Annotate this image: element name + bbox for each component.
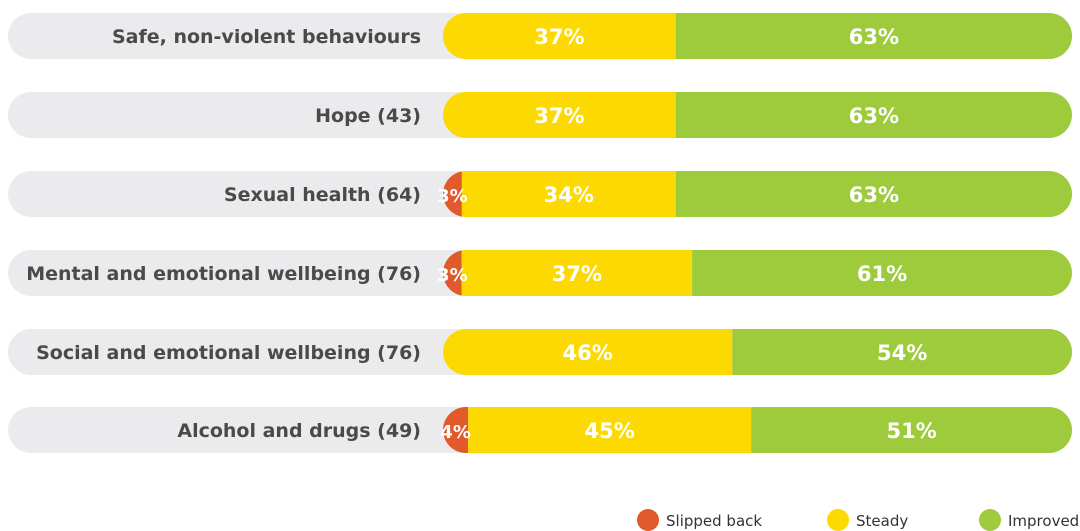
segment-steady (461, 250, 693, 296)
bar-row: Social and emotional wellbeing (76) 46% 54… (8, 329, 1072, 375)
bar-row: Alcohol and drugs (49) 4% 45% 51% (8, 407, 1072, 453)
data-label: 54% (877, 341, 927, 365)
bar-segments (443, 92, 1072, 138)
data-label: 37% (534, 25, 584, 49)
data-label: 37% (552, 262, 602, 286)
legend-item: Slipped back (637, 509, 762, 531)
bar-row: Safe, non-violent behaviours 37% 63% (8, 13, 1072, 59)
data-label: 63% (849, 183, 899, 207)
bar-row: Sexual health (64) 3% 34% 63% (8, 171, 1072, 217)
data-label: 61% (857, 262, 907, 286)
legend-label: Improved (1008, 512, 1079, 530)
segment-improved (692, 250, 1072, 296)
data-label: 45% (585, 419, 635, 443)
legend-item: Steady (827, 509, 908, 531)
data-label: 37% (534, 104, 584, 128)
chart-rows: Safe, non-violent behaviours 37% 63%Hope (… (8, 13, 1072, 453)
category-label: Sexual health (64) (224, 184, 421, 206)
segment-improved (732, 329, 1072, 375)
data-label: 4% (440, 422, 471, 443)
segment-steady (443, 329, 733, 375)
chart-legend: Slipped back Steady Improved (637, 509, 1079, 531)
segment-steady (468, 407, 752, 453)
segment-improved (751, 407, 1072, 453)
data-label: 51% (886, 419, 936, 443)
bar-segments (443, 407, 1072, 453)
category-label: Alcohol and drugs (49) (177, 420, 421, 442)
category-label: Mental and emotional wellbeing (76) (26, 263, 421, 285)
segment-steady (443, 13, 676, 59)
segment-improved (675, 13, 1072, 59)
category-label: Hope (43) (315, 105, 421, 127)
segment-slipped-back (443, 171, 462, 217)
bar-segments (443, 13, 1072, 59)
legend-swatch (827, 509, 849, 531)
legend-label: Slipped back (666, 512, 762, 530)
data-label: 63% (849, 104, 899, 128)
bar-segments (443, 171, 1072, 217)
bar-row: Mental and emotional wellbeing (76) 3% 37%… (8, 250, 1072, 296)
bar-segments (443, 329, 1072, 375)
category-label: Safe, non-violent behaviours (112, 26, 421, 48)
segment-improved (675, 92, 1072, 138)
segment-slipped-back (443, 250, 462, 296)
legend-item: Improved (979, 509, 1079, 531)
segment-improved (675, 171, 1072, 217)
category-label: Social and emotional wellbeing (76) (36, 342, 421, 364)
data-label: 3% (437, 265, 468, 286)
legend-swatch (979, 509, 1001, 531)
legend-swatch (637, 509, 659, 531)
data-label: 46% (563, 341, 613, 365)
bar-row: Hope (43) 37% 63% (8, 92, 1072, 138)
data-label: 34% (544, 183, 594, 207)
data-label: 63% (849, 25, 899, 49)
bar-segments (443, 250, 1072, 296)
segment-steady (443, 92, 676, 138)
legend-label: Steady (856, 512, 908, 530)
data-label: 3% (437, 186, 468, 207)
segment-steady (461, 171, 676, 217)
